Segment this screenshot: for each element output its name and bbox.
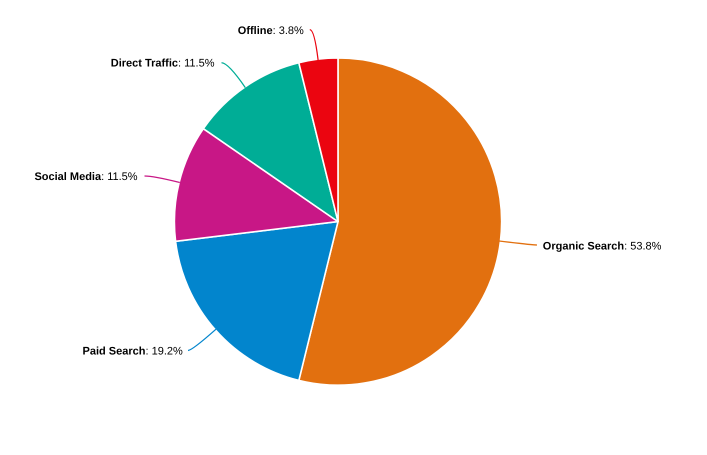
svg-text:Social Media: 11.5%: Social Media: 11.5%: [34, 171, 137, 183]
svg-text:Direct Traffic: 11.5%: Direct Traffic: 11.5%: [111, 58, 215, 70]
svg-text:Paid Search: 19.2%: Paid Search: 19.2%: [83, 346, 184, 358]
svg-text:Offline: 3.8%: Offline: 3.8%: [238, 25, 304, 37]
svg-text:Organic Search: 53.8%: Organic Search: 53.8%: [543, 241, 662, 253]
